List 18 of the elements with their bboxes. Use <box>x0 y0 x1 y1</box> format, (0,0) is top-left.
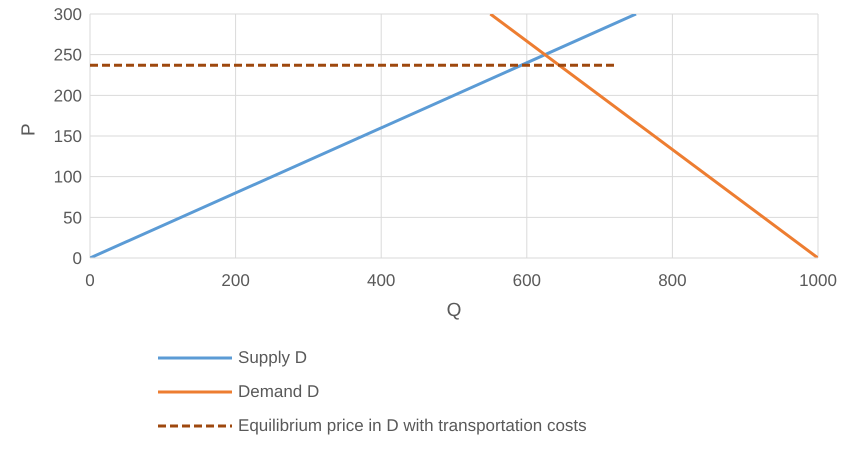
x-tick-label: 400 <box>367 271 396 290</box>
x-tick-label: 0 <box>85 271 95 290</box>
y-tick-label: 250 <box>54 46 82 65</box>
legend-label: Demand D <box>238 382 320 402</box>
y-tick-label: 200 <box>54 86 82 106</box>
y-tick-label: 100 <box>54 168 82 187</box>
legend-label: Supply D <box>238 348 307 368</box>
x-tick-label: 800 <box>658 271 687 290</box>
x-axis-title: Q <box>446 300 462 321</box>
y-axis-title: P <box>18 123 40 136</box>
legend-label: Equilibrium price in D with transportation costs <box>238 416 587 436</box>
y-tick-label: 0 <box>72 249 82 268</box>
x-tick-label: 200 <box>221 271 250 290</box>
y-tick-label: 150 <box>54 127 82 146</box>
x-tick-label: 600 <box>512 271 541 290</box>
y-tick-label: 50 <box>63 208 82 228</box>
y-tick-label: 300 <box>54 5 82 24</box>
x-tick-label: 1000 <box>799 271 837 290</box>
